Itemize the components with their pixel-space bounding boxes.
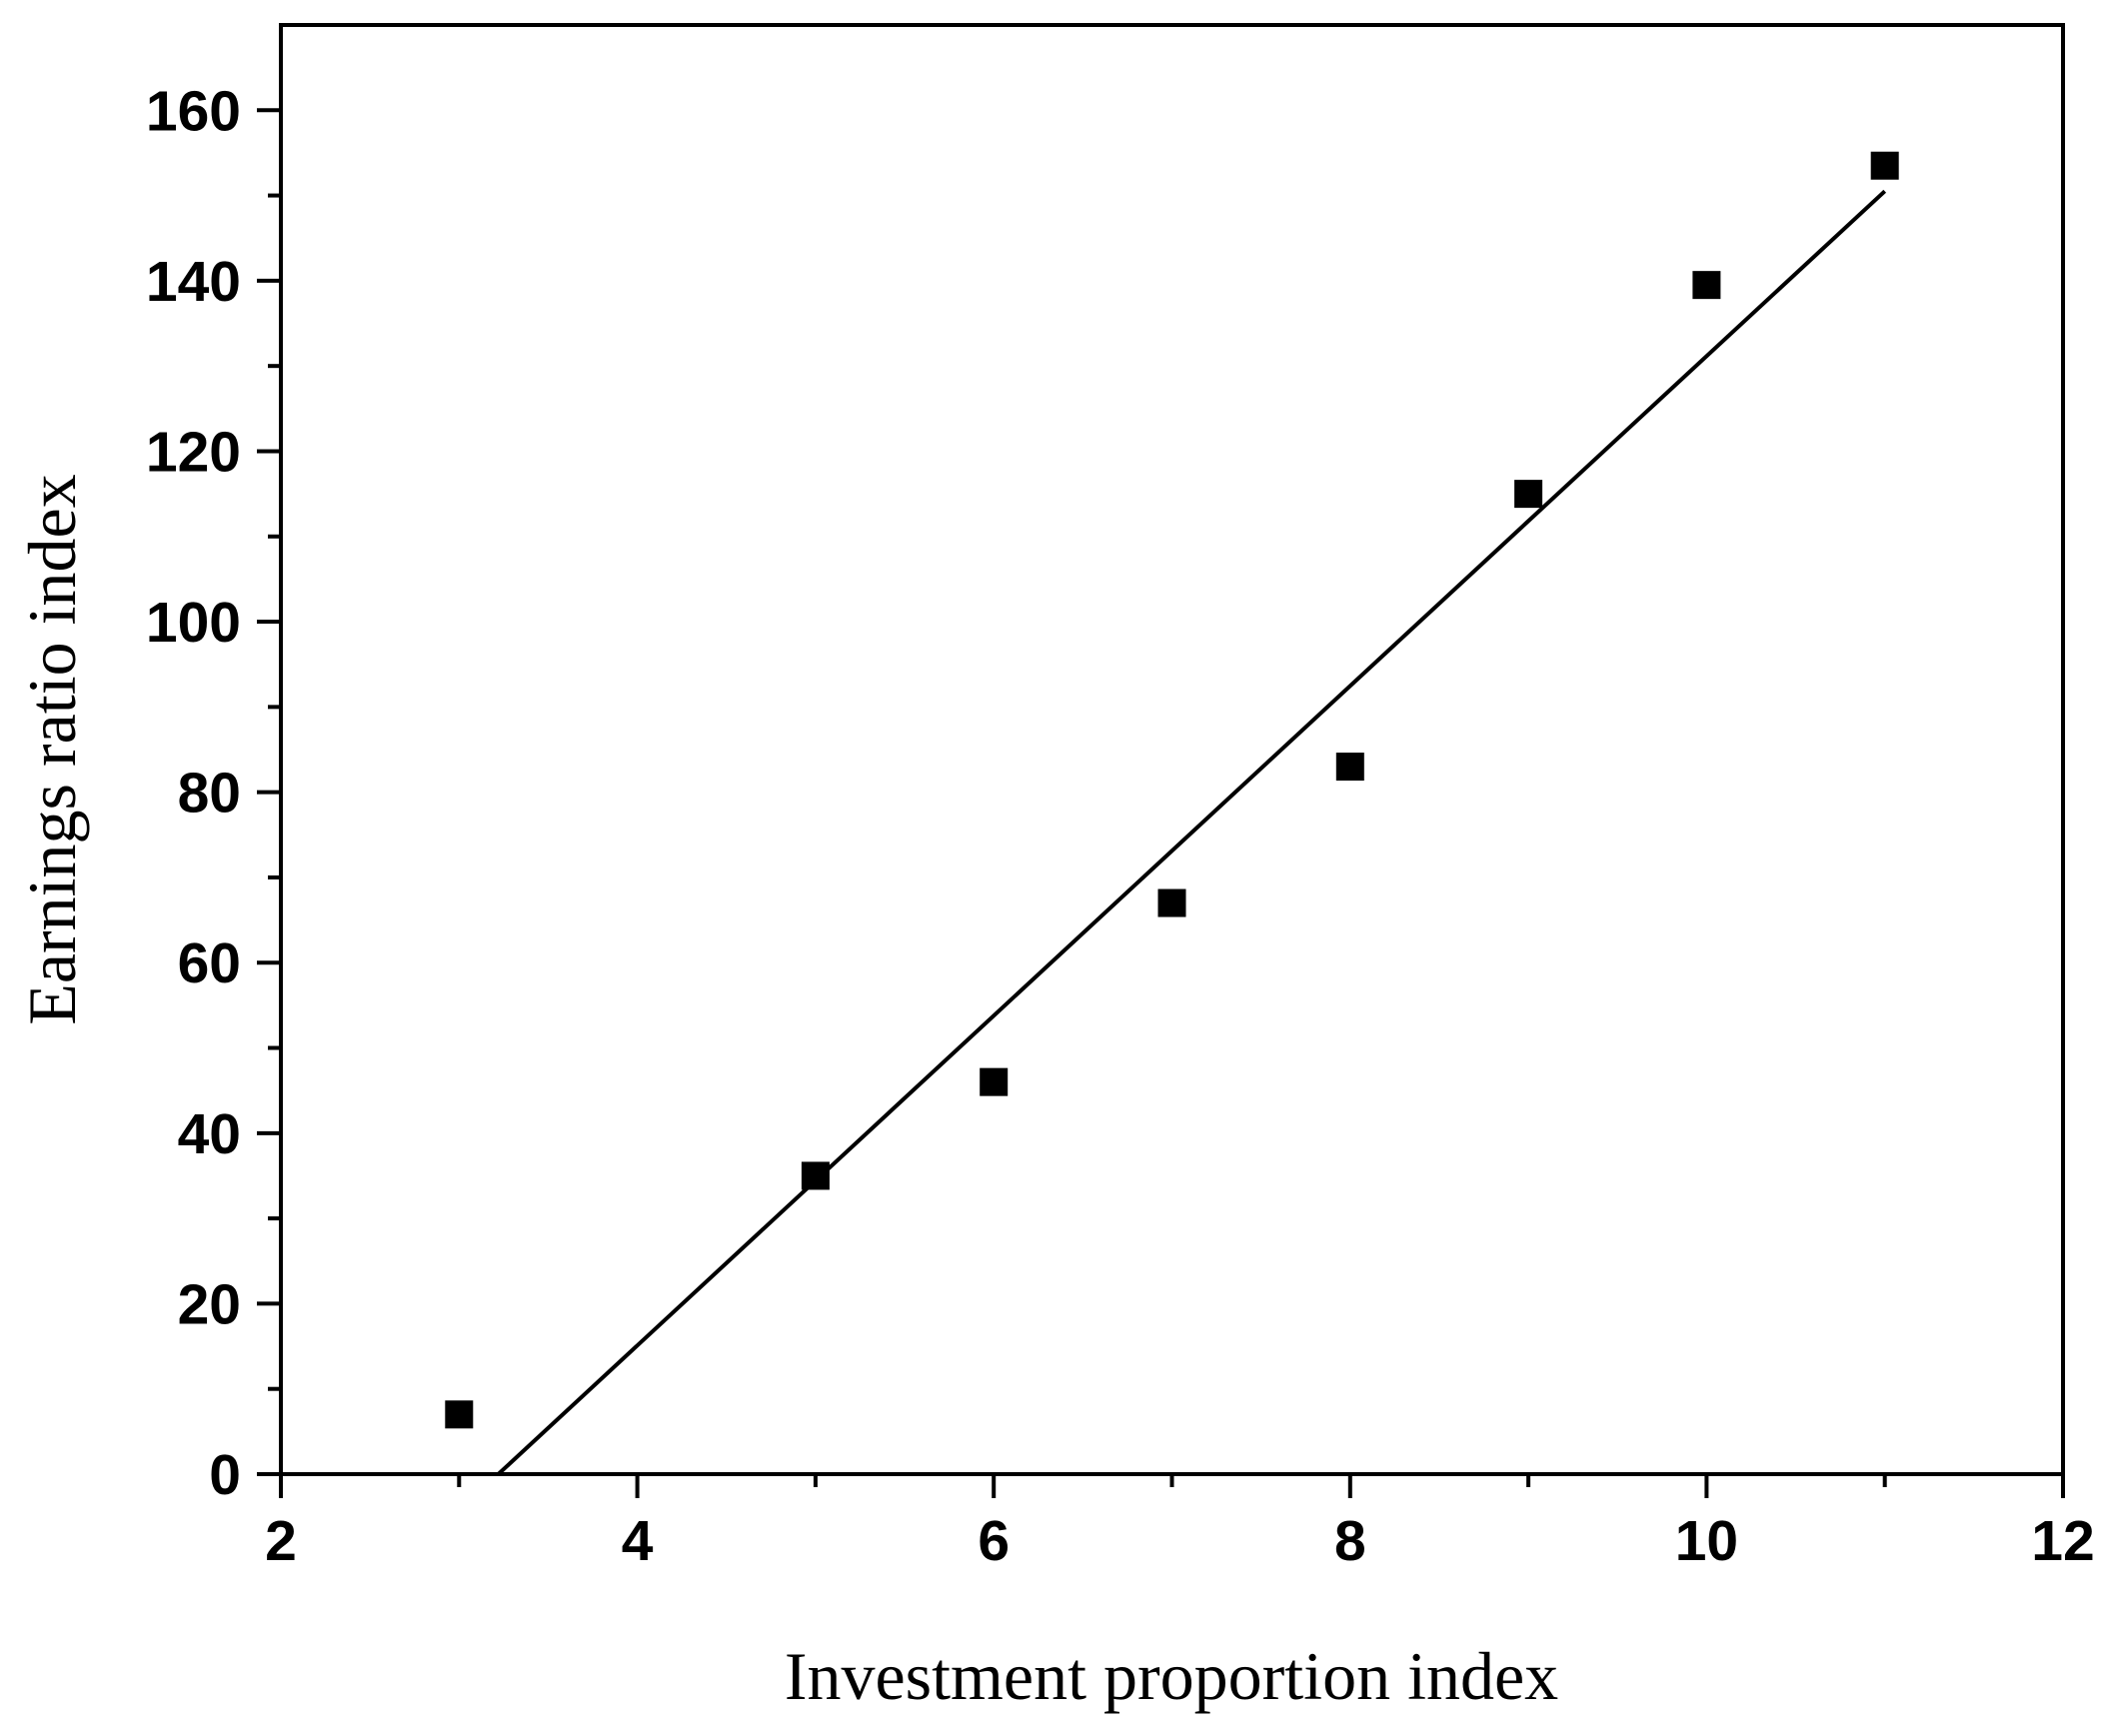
x-tick-label: 6 [978,1509,1010,1573]
data-point [1157,888,1186,917]
x-tick-label: 4 [622,1509,654,1573]
y-tick-label: 140 [146,250,241,314]
data-point [980,1067,1009,1096]
y-tick-label: 160 [146,79,241,143]
y-tick-label: 0 [209,1443,241,1507]
data-point [801,1161,830,1190]
x-axis-ticks [279,1474,2065,1498]
fit-line-group [497,189,1887,1476]
data-point [1870,151,1899,180]
data-point [445,1400,474,1429]
data-points [445,151,1899,1429]
y-tick-label: 80 [178,762,241,826]
data-point [1692,271,1721,300]
y-tick-label: 100 [146,591,241,655]
y-axis-tick-labels: 0 20 40 60 80 100 120 140 160 [146,79,241,1507]
x-tick-label: 10 [1675,1509,1738,1573]
fit-line [497,189,1887,1476]
x-axis-title: Investment proportion index [785,1638,1558,1714]
y-tick-label: 40 [178,1102,241,1166]
x-tick-label: 8 [1334,1509,1366,1573]
x-tick-label: 12 [2031,1509,2094,1573]
x-axis-tick-labels: 2 4 6 8 10 12 [265,1509,2095,1573]
data-point [1514,480,1543,509]
y-tick-label: 20 [178,1272,241,1336]
plot-frame [279,23,2065,1476]
y-tick-label: 120 [146,420,241,484]
x-tick-label: 2 [265,1509,297,1573]
y-axis-title: Earnings ratio index [14,474,90,1024]
y-tick-label: 60 [178,931,241,995]
y-axis-ticks [257,108,281,1476]
data-point [1335,753,1364,782]
